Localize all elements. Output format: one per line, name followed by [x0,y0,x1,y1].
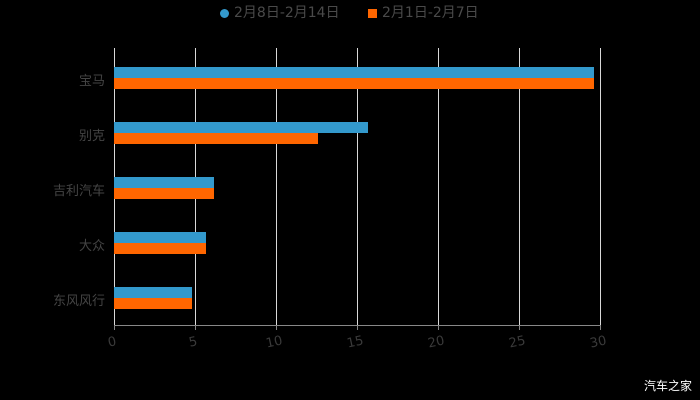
bar[interactable] [114,67,594,78]
axis-tick [438,325,439,330]
bar[interactable] [114,188,214,199]
axis-tick [357,325,358,330]
category-label: 吉利汽车 [52,184,105,199]
tick-label: 25 [507,333,527,352]
legend-label: 2月1日-2月7日 [382,5,479,21]
category-label: 别克 [78,129,105,144]
legend-label: 2月8日-2月14日 [234,5,340,21]
legend-square-icon [368,8,377,18]
tick-label: 20 [426,333,446,352]
bar[interactable] [114,298,192,309]
axis-tick [600,325,601,330]
bar[interactable] [114,122,368,133]
category-label: 大众 [78,239,105,254]
legend-circle-icon [220,8,229,18]
axis-tick [114,325,115,330]
bar[interactable] [114,78,594,89]
gridline [357,48,358,325]
tick-label: 0 [106,334,118,351]
category-label: 宝马 [78,74,105,89]
legend-item-series2[interactable]: 2月1日-2月7日 [368,4,479,22]
bar[interactable] [114,243,206,254]
chart-legend: 2月8日-2月14日 2月1日-2月7日 [0,4,700,24]
bar[interactable] [114,133,318,144]
tick-label: 10 [264,333,284,352]
legend-item-series1[interactable]: 2月8日-2月14日 [220,4,340,22]
gridline [600,48,601,325]
tick-label: 15 [345,333,365,352]
bar[interactable] [114,177,214,188]
gridline [519,48,520,325]
category-label: 东风风行 [52,294,105,309]
tick-label: 5 [187,334,199,351]
x-axis-line [114,325,600,326]
bar[interactable] [114,287,192,298]
watermark: 汽车之家 [643,379,692,393]
axis-tick [519,325,520,330]
gridline [276,48,277,325]
gridline [438,48,439,325]
axis-tick [195,325,196,330]
tick-label: 30 [588,333,608,352]
axis-tick [276,325,277,330]
plot-area [114,48,601,330]
bar[interactable] [114,232,206,243]
